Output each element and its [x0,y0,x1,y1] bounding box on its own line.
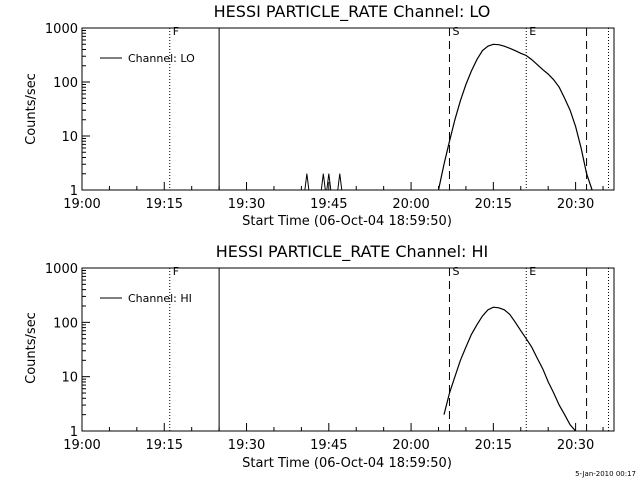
y-tick-label: 100 [53,76,78,91]
y-tick-label: 10 [61,371,78,386]
x-tick-label: 19:00 [63,438,100,453]
x-tick-label: 20:30 [557,197,594,212]
panel-hi: HESSI PARTICLE_RATE Channel: HI Counts/s… [24,242,615,471]
y-ticks-lo: 1 10 100 1000 [45,22,90,199]
spike-mark [326,173,332,191]
series-lo [304,43,593,191]
x-tick-label: 20:15 [475,438,512,453]
x-tick-label: 20:00 [392,438,429,453]
legend-label-lo: Channel: LO [128,52,195,65]
marker-label: E [529,25,536,38]
x-tick-label: 19:45 [310,197,347,212]
x-tick-label: 19:00 [63,197,100,212]
legend-label-hi: Channel: HI [128,292,192,305]
chart-title-lo: HESSI PARTICLE_RATE Channel: LO [214,2,491,22]
x-tick-label: 20:15 [475,197,512,212]
x-tick-label: 20:00 [392,197,429,212]
y-tick-label: 1 [70,425,78,440]
y-tick-label: 1 [70,184,78,199]
y-tick-label: 10 [61,130,78,145]
marker-label: E [529,265,536,278]
x-axis-label-hi: Start Time (06-Oct-04 18:59:50) [242,456,452,471]
y-tick-label: 100 [53,316,78,331]
x-tick-label: 20:30 [557,438,594,453]
x-tick-label: 19:30 [228,438,265,453]
marker-label: S [452,25,459,38]
series-line-hi [443,306,577,432]
marker-label: S [452,265,459,278]
x-ticks-lo: 19:00 19:15 19:30 19:45 20:00 20:15 20:30 [63,182,604,212]
spike-mark [320,173,326,191]
x-axis-label-lo: Start Time (06-Oct-04 18:59:50) [242,214,452,229]
marker-label: F [173,25,179,38]
y-tick-label: 1000 [45,22,78,37]
chart-title-hi: HESSI PARTICLE_RATE Channel: HI [216,242,489,262]
plot-frame-lo [81,27,615,191]
timestamp-stamp: 5-Jan-2010 00:17 [575,470,636,478]
y-tick-label: 1000 [45,262,78,277]
panel-lo: HESSI PARTICLE_RATE Channel: LO Counts/s… [24,2,615,229]
x-tick-label: 19:15 [146,197,183,212]
y-axis-label-hi: Counts/sec [24,312,39,384]
series-line-lo [437,43,593,191]
series-hi [443,306,577,432]
marker-label: F [173,265,179,278]
plot-frame-hi [81,267,615,432]
x-tick-label: 19:30 [228,197,265,212]
y-ticks-hi: 1 10 100 1000 [45,262,90,440]
spike-mark [337,173,343,191]
x-ticks-hi: 19:00 19:15 19:30 19:45 20:00 20:15 20:30 [63,423,604,453]
x-tick-label: 19:45 [310,438,347,453]
spike-mark [304,173,310,191]
y-axis-label-lo: Counts/sec [24,73,39,145]
x-tick-label: 19:15 [146,438,183,453]
